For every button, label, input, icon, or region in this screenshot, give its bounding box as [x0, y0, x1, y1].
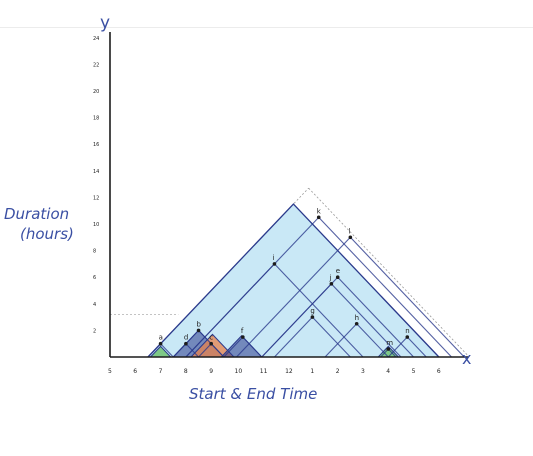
diagonal-h-right	[356, 323, 389, 358]
diagonal-g-left	[274, 316, 313, 358]
point-k	[316, 215, 321, 220]
y-tick-label: 4	[93, 302, 96, 308]
x-tick-label: 12	[285, 368, 293, 375]
axes	[109, 32, 468, 358]
diagonal-m-left	[380, 348, 389, 358]
x-tick-label: 8	[184, 368, 188, 375]
interval-points: a bc d e f g h i j k l m n	[158, 207, 410, 351]
x-tick-label: 5	[412, 368, 416, 375]
point-label-n: n	[405, 327, 409, 335]
point-label-g: g	[310, 307, 314, 315]
diagonal-g-right	[312, 316, 351, 358]
x-tick-label: 1	[310, 368, 314, 375]
point-label-a: a	[159, 334, 163, 342]
diagonal-j-right	[330, 283, 402, 358]
y-tick-label: 12	[93, 195, 99, 201]
point-label-l: l	[348, 227, 350, 235]
point-i	[272, 262, 277, 266]
point-label-h: h	[355, 314, 359, 322]
point-m	[386, 347, 391, 351]
diagonal-k-left	[185, 216, 320, 358]
point-label-e: e	[336, 267, 340, 275]
y-tick-label: 20	[93, 89, 99, 95]
x-axis-letter: x	[462, 349, 471, 368]
point-label-d: d	[184, 334, 188, 342]
scan-edge-line	[0, 27, 533, 28]
y-axis-label-line2: (hours)	[20, 225, 74, 243]
guide-line-right	[308, 187, 470, 358]
diagonal-c-left	[198, 343, 212, 358]
x-tick-label: 6	[437, 368, 441, 375]
point-e	[335, 275, 340, 280]
x-tick-label: 3	[361, 368, 365, 375]
point-f	[241, 335, 245, 339]
point-b	[196, 328, 201, 333]
x-tick-label: 6	[133, 368, 137, 375]
point-g	[310, 315, 315, 319]
x-tick-label: 4	[386, 368, 390, 375]
point-n	[405, 335, 410, 339]
diagonal-a-right	[160, 343, 174, 358]
diagonal-n-right	[406, 336, 427, 358]
point-l	[348, 235, 353, 240]
diagonal-h-left	[324, 323, 358, 358]
x-axis-label: Start & End Time	[189, 385, 317, 403]
diagonal-j-left	[261, 283, 332, 358]
y-tick-label: 2	[93, 328, 96, 334]
diagonal-d-left	[172, 343, 187, 358]
light-blue-triangle	[147, 204, 439, 357]
diagonal-f-right	[242, 336, 263, 358]
diagonal-f-left	[223, 336, 244, 358]
point-label-j: j	[328, 274, 331, 282]
diagonal-l-right	[349, 236, 465, 358]
point-label-m: m	[386, 339, 393, 347]
y-tick-label: 8	[93, 249, 96, 255]
diagonal-c-right	[210, 343, 225, 358]
x-tick-label: 5	[108, 368, 112, 375]
x-tick-label: 2	[336, 368, 340, 375]
x-tick-label: 7	[159, 368, 163, 375]
point-label-c: c	[209, 334, 213, 342]
y-tick-label: 18	[93, 116, 99, 122]
x-tick-label: 11	[260, 368, 268, 375]
x-tick-label: 9	[209, 368, 213, 375]
y-tick-label: 24	[93, 36, 99, 42]
y-axis-letter: y	[100, 13, 110, 33]
x-tick-label: 10	[235, 368, 243, 375]
point-label-f: f	[241, 327, 244, 335]
y-tick-label: 10	[93, 222, 99, 228]
point-h	[354, 321, 359, 326]
diagonal-i-right	[274, 263, 364, 358]
y-tick-label: 16	[93, 142, 99, 148]
y-tick-label: 14	[93, 169, 99, 175]
y-tick-label: 22	[93, 62, 99, 68]
diagonal-k-right	[318, 216, 452, 358]
diagonal-n-left	[387, 336, 408, 358]
point-c	[209, 341, 213, 346]
point-d	[184, 341, 188, 346]
point-j	[329, 282, 334, 286]
y-tick-label: 6	[93, 275, 96, 281]
shaded-regions	[147, 204, 439, 358]
point-label-b: b	[197, 320, 202, 328]
outer-triangle-outline	[147, 203, 440, 358]
point-a	[158, 341, 163, 346]
diagonal-l-left	[236, 236, 351, 358]
y-axis-label-line1: Duration	[4, 205, 69, 223]
point-label-k: k	[317, 207, 322, 215]
point-label-i: i	[272, 254, 274, 262]
